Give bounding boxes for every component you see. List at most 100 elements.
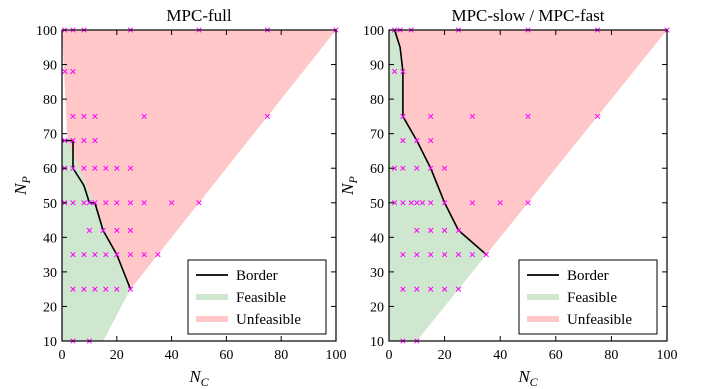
y-tick-label: 70 bbox=[370, 128, 384, 143]
y-tick-label: 40 bbox=[370, 231, 384, 246]
x-tick-label: 80 bbox=[604, 348, 618, 363]
y-tick-label: 90 bbox=[370, 59, 384, 74]
data-point bbox=[70, 165, 76, 171]
legend-label: Border bbox=[236, 268, 278, 284]
legend: Border Feasible Unfeasible bbox=[518, 259, 658, 335]
data-point bbox=[441, 165, 448, 171]
x-axis-label: NC bbox=[188, 367, 209, 389]
y-tick-label: 80 bbox=[43, 93, 57, 108]
data-point bbox=[400, 251, 406, 258]
data-point bbox=[81, 165, 87, 171]
data-point bbox=[86, 227, 93, 234]
data-point bbox=[400, 165, 406, 171]
data-point bbox=[441, 251, 448, 258]
data-point bbox=[455, 227, 462, 234]
y-tick-label: 30 bbox=[43, 266, 57, 281]
y-tick-label: 80 bbox=[370, 93, 384, 108]
data-point bbox=[92, 165, 98, 171]
legend: Border Feasible Unfeasible bbox=[187, 259, 327, 335]
data-point bbox=[428, 137, 434, 144]
data-point bbox=[525, 113, 531, 120]
data-point bbox=[81, 286, 87, 292]
data-point bbox=[114, 286, 120, 292]
data-point bbox=[81, 137, 87, 144]
legend-label: Feasible bbox=[236, 290, 286, 306]
data-point bbox=[196, 200, 202, 206]
x-tick-label: 20 bbox=[110, 348, 124, 363]
data-point bbox=[408, 200, 414, 206]
plot-frame bbox=[61, 29, 337, 342]
data-point bbox=[70, 286, 76, 292]
data-point bbox=[70, 137, 76, 144]
y-tick-label: 50 bbox=[43, 197, 57, 212]
data-point bbox=[141, 251, 147, 258]
data-point bbox=[114, 227, 120, 234]
data-point bbox=[100, 227, 106, 234]
data-point bbox=[483, 251, 489, 258]
unfeasible-region bbox=[394, 30, 667, 255]
data-point bbox=[70, 113, 76, 120]
data-point bbox=[141, 113, 147, 120]
data-point bbox=[400, 68, 406, 75]
feasible-region bbox=[62, 140, 131, 341]
data-point bbox=[525, 200, 531, 206]
data-point bbox=[92, 137, 98, 144]
data-point bbox=[127, 200, 134, 206]
data-point bbox=[86, 200, 93, 206]
data-point bbox=[70, 200, 76, 206]
data-point bbox=[62, 68, 68, 75]
data-point bbox=[414, 137, 420, 144]
chart-panel-2: 0 20 40 60 80 100 10 20 30 40 50 60 70 80 90 100 MPC-slo… bbox=[338, 6, 678, 389]
chart-title: MPC-full bbox=[166, 6, 231, 25]
data-point bbox=[428, 227, 434, 234]
data-point bbox=[414, 227, 420, 234]
data-point bbox=[62, 137, 68, 144]
y-tick-label: 100 bbox=[36, 24, 57, 39]
y-tick-label: 10 bbox=[43, 335, 57, 350]
data-point bbox=[155, 251, 161, 258]
data-point bbox=[103, 200, 109, 206]
data-point bbox=[264, 113, 271, 120]
data-point bbox=[414, 165, 420, 171]
data-point bbox=[441, 200, 448, 206]
data-point bbox=[414, 251, 420, 258]
y-tick-label: 50 bbox=[370, 197, 384, 212]
data-point bbox=[428, 165, 434, 171]
x-axis-label: NC bbox=[517, 367, 538, 389]
data-point bbox=[594, 113, 601, 120]
data-point bbox=[441, 286, 448, 292]
data-point bbox=[127, 286, 134, 292]
x-tick-label: 60 bbox=[549, 348, 563, 363]
data-point bbox=[400, 113, 406, 120]
data-point bbox=[419, 200, 426, 206]
data-point bbox=[469, 113, 476, 120]
x-tick-label: 80 bbox=[274, 348, 288, 363]
data-point bbox=[114, 165, 120, 171]
data-point bbox=[141, 200, 147, 206]
data-point bbox=[103, 251, 109, 258]
data-point bbox=[391, 68, 398, 75]
y-tick-label: 10 bbox=[370, 335, 384, 350]
x-tick-label: 40 bbox=[165, 348, 179, 363]
data-point bbox=[127, 251, 134, 258]
data-point bbox=[70, 251, 76, 258]
data-point bbox=[81, 200, 87, 206]
data-point bbox=[469, 200, 476, 206]
data-point bbox=[127, 227, 134, 234]
data-point bbox=[81, 251, 87, 258]
data-point bbox=[391, 200, 398, 206]
data-point bbox=[114, 251, 120, 258]
chart-panel-1: 0 20 40 60 80 100 10 20 30 40 50 60 70 80 90 100 MPC-ful… bbox=[11, 6, 347, 389]
y-tick-label: 90 bbox=[43, 59, 57, 74]
x-tick-label: 0 bbox=[59, 348, 66, 363]
data-point bbox=[428, 286, 434, 292]
data-point bbox=[428, 113, 434, 120]
data-point bbox=[497, 200, 503, 206]
chart-title: MPC-slow / MPC-fast bbox=[451, 6, 604, 25]
data-point bbox=[127, 165, 134, 171]
data-point bbox=[92, 251, 98, 258]
y-axis-label: NP bbox=[338, 176, 360, 196]
data-point bbox=[92, 113, 98, 120]
data-point bbox=[391, 165, 398, 171]
